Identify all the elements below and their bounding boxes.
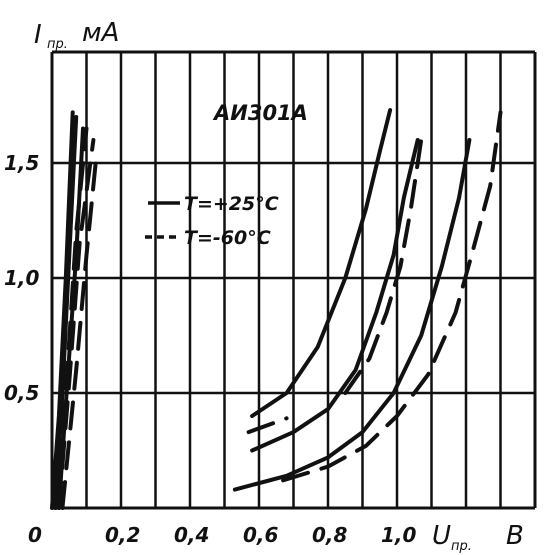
- series-line-dashed: [56, 138, 96, 510]
- y-tick-label: 0,5: [4, 381, 39, 405]
- x-axis-title-main: U: [432, 521, 451, 551]
- x-axis-title: U пр. В: [432, 521, 524, 554]
- series-line-dashed: [60, 149, 99, 510]
- x-tick-label: 0,6: [243, 523, 279, 547]
- series-line-solid: [232, 138, 472, 492]
- tick-labels: 0,2 0,4 0,6 0,8 1,0 0,5 1,0 1,5: [4, 151, 417, 547]
- x-axis-title-sub: пр.: [451, 539, 472, 554]
- y-axis-title-sub: пр.: [47, 37, 68, 52]
- series-line-dashed: [281, 110, 503, 483]
- y-axis-title-unit: мА: [82, 18, 119, 48]
- y-axis-title-main: I: [34, 20, 42, 50]
- y-axis-title: I пр. мА: [34, 18, 119, 52]
- legend-label-dashed: T=-60°C: [184, 227, 271, 249]
- series-line-dashed: [246, 416, 289, 435]
- legend-label-solid: T=+25°C: [184, 193, 279, 215]
- x-axis-title-unit: В: [506, 521, 524, 551]
- x-tick-label: 0,2: [105, 523, 140, 547]
- series-line-dashed: [343, 138, 424, 395]
- series-line-solid: [50, 110, 75, 510]
- y-tick-label: 1,5: [4, 151, 39, 175]
- series-line-solid: [250, 138, 420, 453]
- legend: T=+25°C T=-60°C: [145, 193, 279, 249]
- chart-title: АИ301А: [212, 101, 308, 125]
- origin-label: 0: [28, 523, 42, 547]
- x-tick-label: 0,8: [312, 523, 348, 547]
- series-line-dashed: [53, 126, 89, 510]
- series-line-solid: [250, 108, 393, 418]
- x-tick-label: 0,4: [174, 523, 209, 547]
- x-tick-label: 1,0: [381, 523, 417, 547]
- y-tick-label: 1,0: [4, 266, 40, 290]
- series-group: [50, 108, 503, 510]
